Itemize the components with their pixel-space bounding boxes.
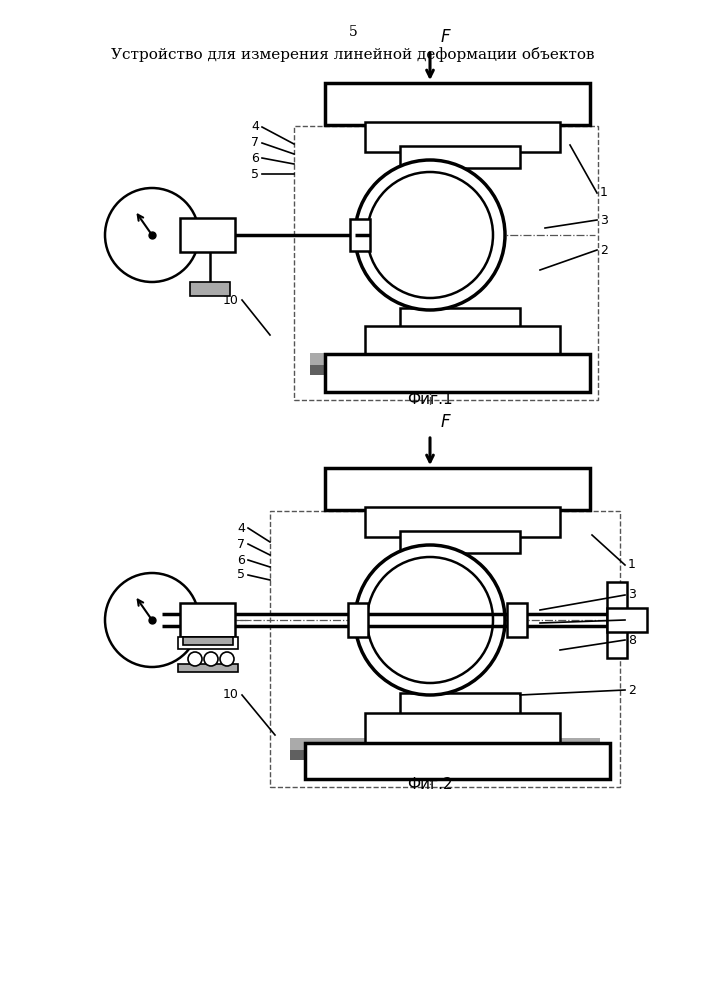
Text: 8: 8 — [628, 634, 636, 647]
Bar — [310, 365, 590, 375]
Text: 9: 9 — [628, 613, 636, 626]
Bar — [365, 713, 560, 745]
Text: Фиг.2: Фиг.2 — [407, 777, 452, 792]
Circle shape — [220, 652, 234, 666]
Text: 2: 2 — [600, 243, 608, 256]
Text: 3: 3 — [628, 588, 636, 601]
Bar — [290, 738, 600, 750]
Bar — [178, 637, 238, 649]
Text: 2: 2 — [628, 684, 636, 696]
Bar — [190, 282, 230, 296]
Text: 6: 6 — [237, 554, 245, 566]
Text: 10: 10 — [223, 688, 239, 702]
Text: 6: 6 — [251, 151, 259, 164]
Text: Фиг.1: Фиг.1 — [407, 392, 452, 407]
Circle shape — [188, 652, 202, 666]
Circle shape — [204, 652, 218, 666]
Circle shape — [105, 188, 199, 282]
Bar — [325, 354, 590, 392]
Bar — [607, 582, 627, 658]
Bar — [400, 308, 520, 330]
Bar — [507, 603, 527, 637]
Text: 5: 5 — [349, 25, 357, 39]
Text: 4: 4 — [237, 522, 245, 534]
Bar — [325, 468, 590, 510]
Bar — [290, 750, 600, 760]
Ellipse shape — [367, 557, 493, 683]
Bar — [350, 219, 370, 251]
Text: $F$: $F$ — [440, 28, 452, 46]
Ellipse shape — [355, 545, 505, 695]
Bar — [270, 511, 620, 787]
Text: 5: 5 — [251, 167, 259, 180]
Circle shape — [105, 573, 199, 667]
Bar — [180, 218, 235, 252]
Bar — [348, 603, 368, 637]
Bar — [365, 122, 560, 152]
Text: 4: 4 — [251, 120, 259, 133]
Text: 1: 1 — [600, 186, 608, 200]
Text: 10: 10 — [223, 294, 239, 306]
Bar — [365, 326, 560, 356]
Bar — [365, 507, 560, 537]
Bar — [294, 126, 598, 400]
Bar — [178, 664, 238, 672]
Bar — [400, 693, 520, 715]
Text: $F$: $F$ — [440, 413, 452, 431]
Bar — [310, 353, 590, 365]
Text: Устройство для измерения линейной деформации объектов: Устройство для измерения линейной деформ… — [111, 47, 595, 62]
Bar — [607, 608, 647, 632]
Text: 7: 7 — [237, 538, 245, 550]
Text: 5: 5 — [237, 568, 245, 582]
Text: 7: 7 — [251, 136, 259, 149]
Bar — [305, 743, 610, 779]
Bar — [183, 637, 233, 645]
Text: 3: 3 — [600, 214, 608, 227]
Ellipse shape — [367, 172, 493, 298]
Bar — [180, 603, 235, 637]
Ellipse shape — [355, 160, 505, 310]
Bar — [400, 146, 520, 168]
Text: 1: 1 — [628, 558, 636, 572]
Bar — [325, 83, 590, 125]
Bar — [400, 531, 520, 553]
